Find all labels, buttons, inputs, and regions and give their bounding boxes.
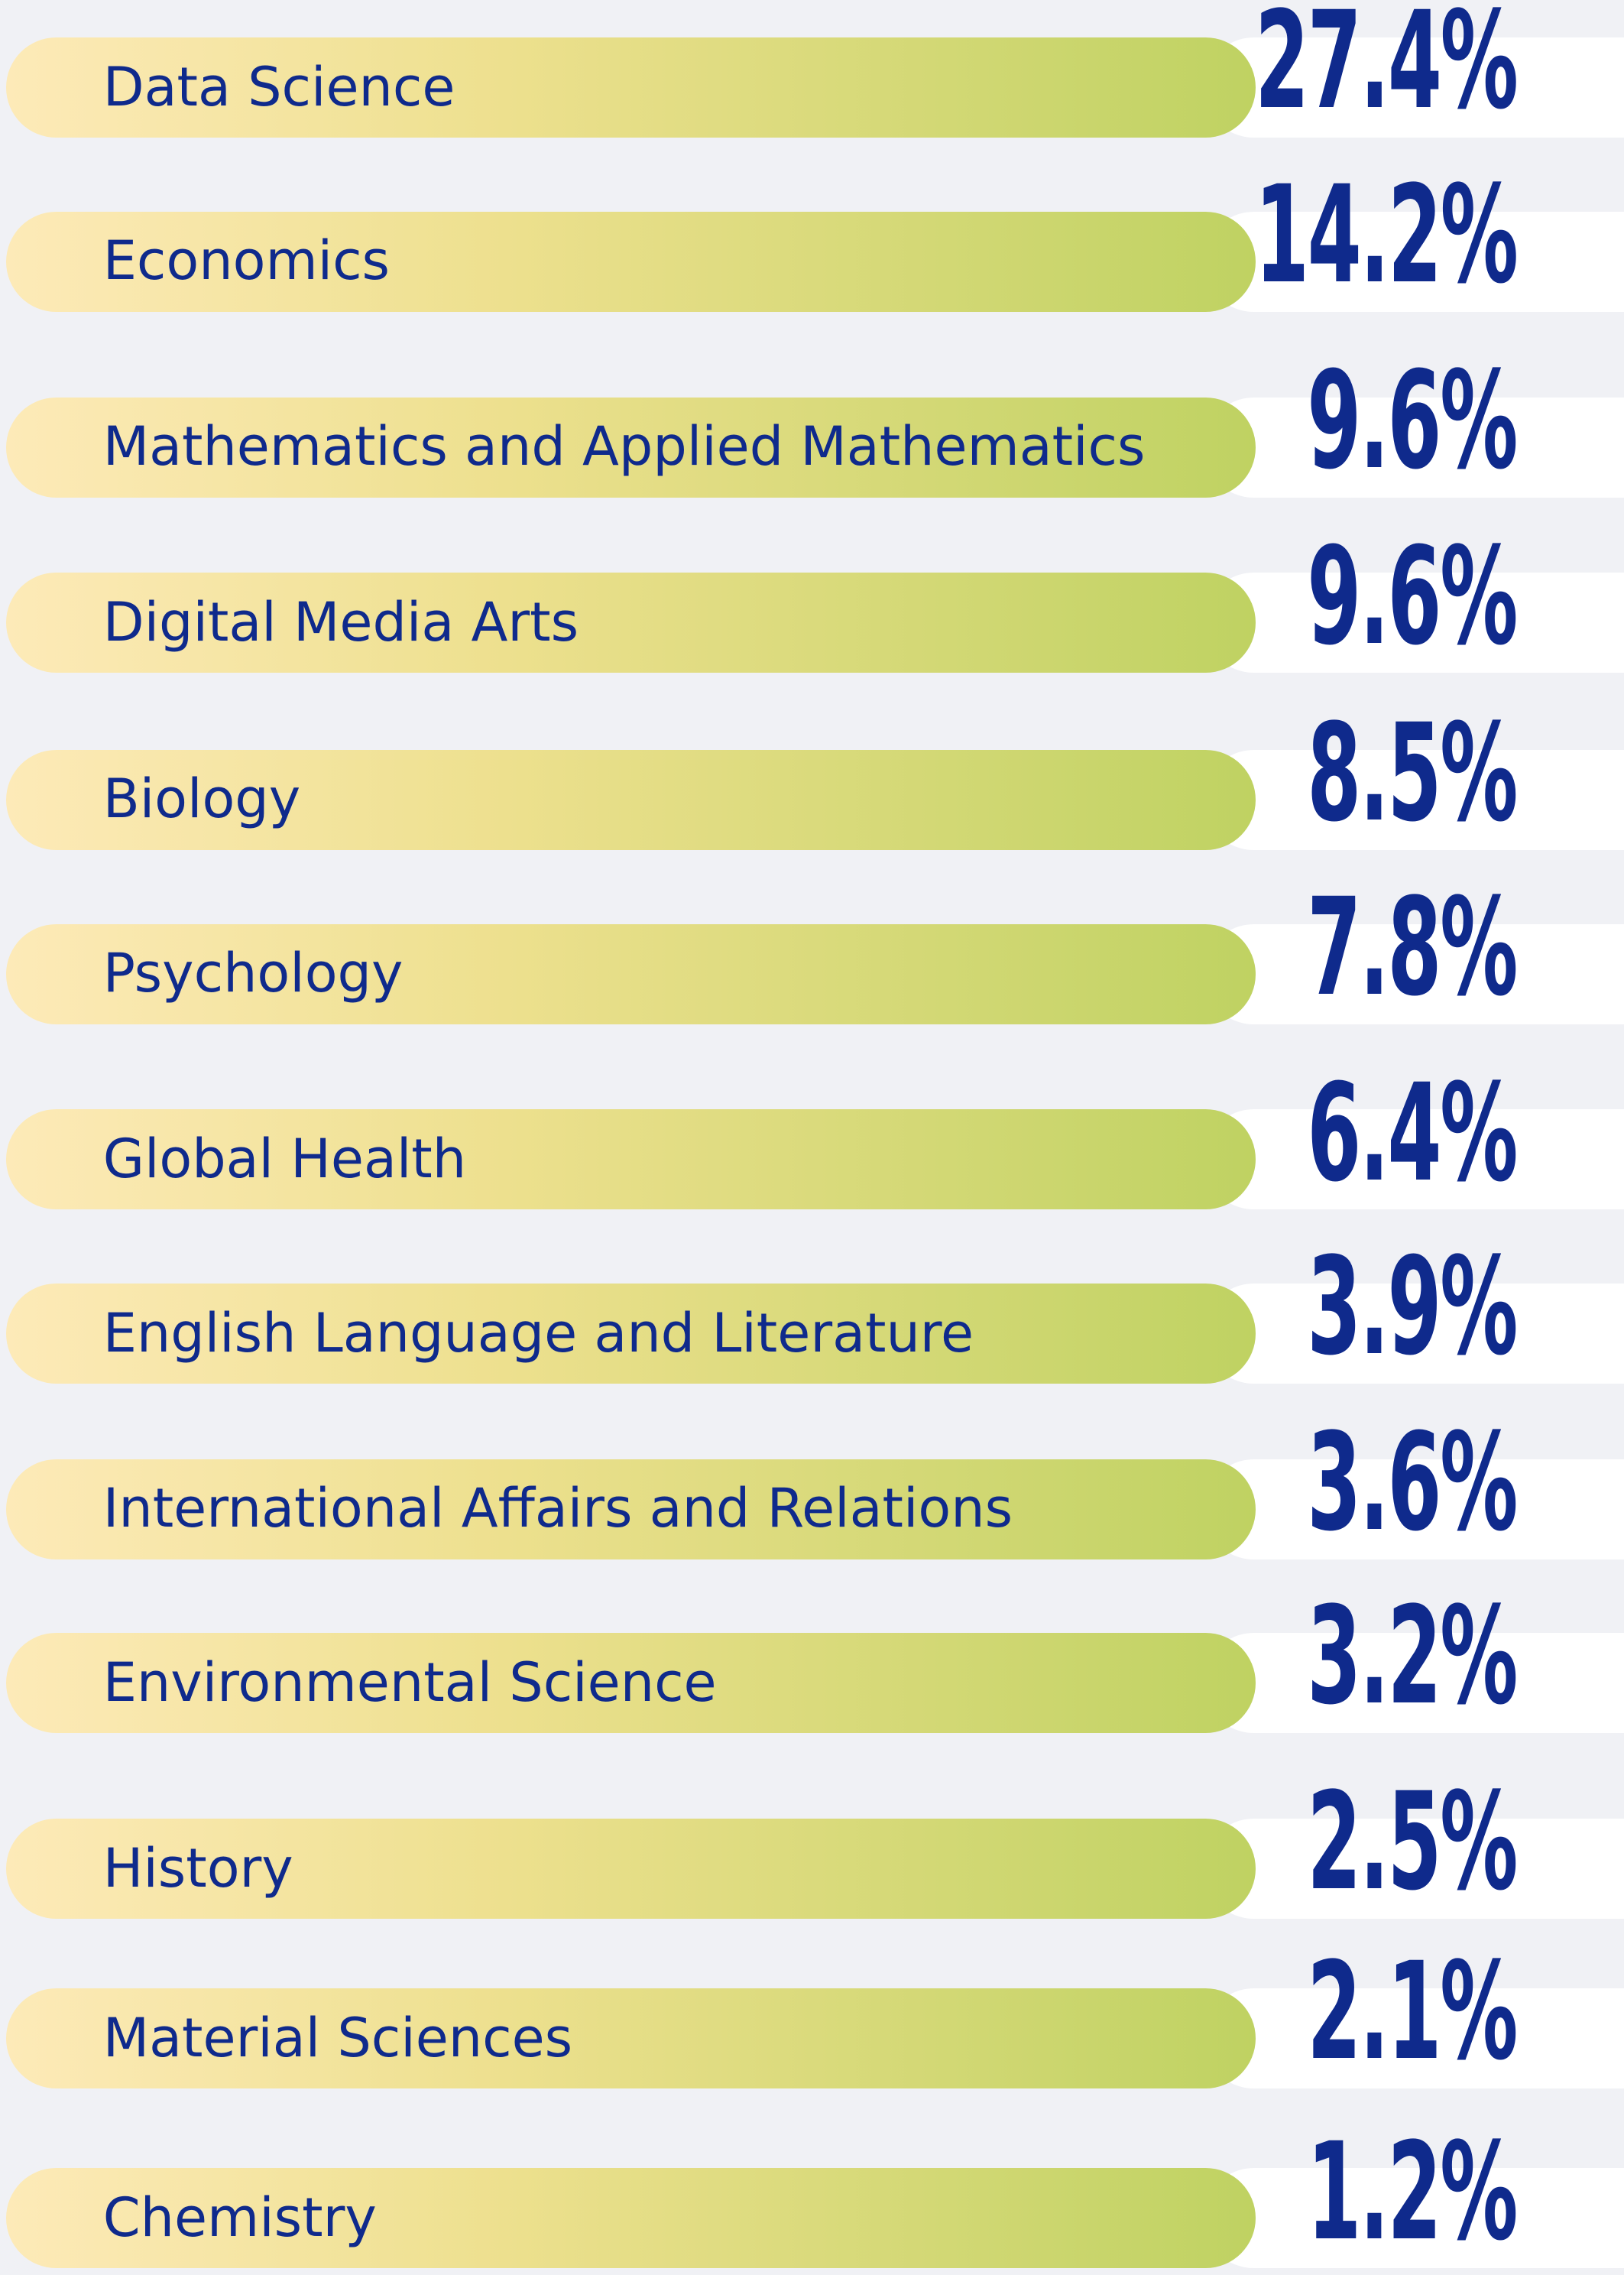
row-label: History [102,1836,293,1900]
row-bar [5,37,1256,138]
row-bar [5,1633,1256,1734]
row-value: 3.6% [1307,1404,1519,1561]
row-label: Environmental Science [102,1650,717,1714]
row-label: International Affairs and Relations [102,1477,1013,1540]
row-bar [5,1819,1256,1920]
row-value: 9.6% [1307,342,1519,499]
row-background [1203,923,1624,1024]
row-bar [5,923,1256,1024]
row-value: 7.8% [1307,868,1519,1026]
row-label: Psychology [102,942,404,1005]
row-background [1203,573,1624,673]
row-bar [5,2168,1256,2269]
row-value: 9.6% [1307,518,1519,675]
row-value: 27.4% [1255,0,1519,140]
row-value: 8.5% [1307,694,1519,852]
row-background [1203,1633,1624,1734]
row-value: 2.5% [1307,1764,1519,1921]
row-background [1203,1109,1624,1210]
row-bar [5,573,1256,673]
row-label: Material Sciences [102,2006,573,2069]
row-label: Digital Media Arts [102,590,579,654]
row-background [1203,749,1624,850]
row-bar [5,212,1256,312]
row-label: Data Science [102,55,455,118]
row-label: Mathematics and Applied Mathematics [102,415,1146,479]
row-value: 14.2% [1255,157,1519,314]
row-value: 1.2% [1307,2113,1519,2270]
row-bar [5,1109,1256,1210]
row-background [1203,397,1624,498]
row-label: Chemistry [102,2186,377,2249]
row-label: English Language and Literature [102,1301,974,1365]
row-background [1203,2168,1624,2269]
row-value: 2.1% [1307,1933,1519,2091]
row-bar [5,1459,1256,1559]
row-value: 3.9% [1307,1228,1519,1386]
row-label: Biology [102,768,301,831]
row-background [1203,1988,1624,2089]
row-bar [5,749,1256,850]
row-bar [5,397,1256,498]
row-bar [5,1988,1256,2089]
row-value: 3.2% [1307,1578,1519,1735]
row-label: Economics [102,229,391,293]
row-value: 6.4% [1307,1054,1519,1212]
row-bar [5,1284,1256,1384]
row-background [1203,1459,1624,1559]
row-label: Global Health [102,1127,467,1190]
row-background [1203,37,1624,138]
row-background [1203,212,1624,312]
row-background [1203,1819,1624,1920]
row-background [1203,1284,1624,1384]
